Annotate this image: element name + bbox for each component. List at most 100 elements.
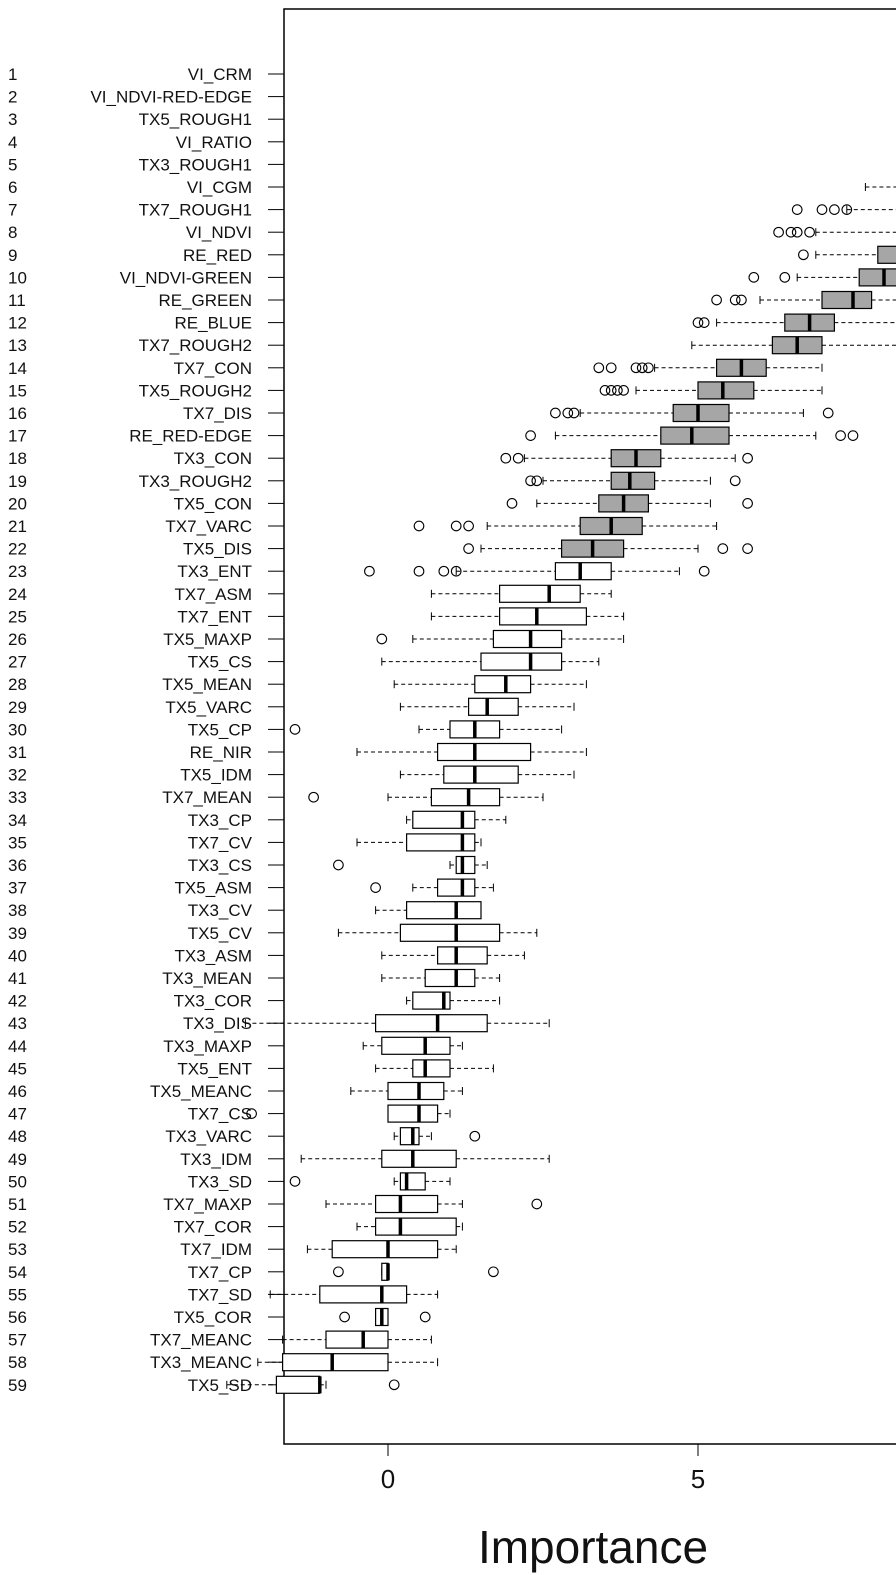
- iqr-box: [443, 765, 519, 784]
- row-index: 41: [8, 969, 27, 988]
- row-index: 33: [8, 788, 27, 807]
- row-label: TX3_MEAN: [162, 969, 252, 988]
- iqr-box: [455, 855, 476, 875]
- row-index: 36: [8, 856, 27, 875]
- row-index: 58: [8, 1353, 27, 1372]
- row-label: TX5_MEAN: [162, 675, 252, 694]
- row-label: TX3_CON: [174, 449, 252, 468]
- outlier-point: [525, 430, 536, 441]
- row-index: 4: [8, 133, 17, 152]
- row-index: 10: [8, 268, 27, 287]
- outlier-point: [413, 520, 425, 532]
- variable-row: 5 TX3_ROUGH1: [8, 155, 284, 174]
- row-index: 5: [8, 155, 17, 174]
- outlier-point: [791, 226, 803, 238]
- row-label: VI_RATIO: [176, 133, 252, 152]
- outlier-point: [506, 498, 518, 509]
- variable-row: 13 TX7_ROUGH2: [8, 336, 896, 355]
- variable-row: 35 TX7_CV: [8, 833, 482, 852]
- x-axis-label: Importance: [478, 1521, 708, 1573]
- variable-row: 25 TX7_ENT: [8, 607, 625, 626]
- variable-row: 40 TX3_ASM: [8, 946, 525, 965]
- iqr-box: [821, 290, 873, 310]
- outlier-point: [748, 272, 760, 283]
- outlier-point: [822, 407, 834, 419]
- outlier-point: [618, 385, 629, 396]
- row-index: 1: [8, 65, 17, 84]
- outlier-point: [438, 565, 450, 577]
- iqr-box: [424, 968, 476, 988]
- row-index: 42: [8, 992, 27, 1011]
- variable-row: 39 TX5_CV: [8, 923, 538, 943]
- outlier-point: [370, 882, 381, 893]
- outlier-point: [643, 362, 654, 374]
- outlier-point: [785, 226, 797, 238]
- variable-row: 26 TX5_MAXP: [8, 629, 625, 649]
- outlier-point: [413, 565, 425, 577]
- iqr-box: [406, 901, 482, 920]
- variable-row: 4 VI_RATIO: [8, 133, 284, 152]
- row-label: TX7_COR: [174, 1218, 252, 1237]
- outlier-point: [308, 791, 319, 803]
- variable-row: 32 TX5_IDM: [8, 765, 575, 785]
- iqr-box: [275, 1375, 321, 1394]
- outlier-point: [376, 633, 388, 645]
- row-index: 30: [8, 720, 27, 739]
- variable-row: 27 TX5_CS: [8, 652, 600, 672]
- variable-row: 37 TX5_ASM: [8, 878, 494, 898]
- iqr-box: [437, 742, 532, 762]
- variable-row: 22 TX5_DIS: [8, 539, 753, 559]
- row-index: 43: [8, 1014, 27, 1033]
- row-index: 8: [8, 223, 17, 242]
- outlier-point: [835, 430, 846, 441]
- outlier-point: [339, 1311, 350, 1323]
- outlier-point: [599, 385, 611, 396]
- row-label: TX7_ASM: [175, 585, 252, 604]
- outlier-point: [847, 430, 859, 441]
- variable-row: 9 RE_RED: [8, 245, 896, 265]
- outlier-point: [531, 1198, 543, 1210]
- row-index: 15: [8, 381, 27, 400]
- row-label: TX7_CS: [188, 1105, 252, 1124]
- outlier-point: [463, 543, 474, 554]
- row-label: TX3_VARC: [165, 1127, 252, 1146]
- variable-row: 45 TX5_ENT: [8, 1059, 494, 1078]
- variable-row: 15 TX5_ROUGH2: [8, 381, 823, 400]
- iqr-box: [412, 991, 451, 1010]
- outlier-point: [469, 1130, 481, 1142]
- row-label: VI_NDVI: [186, 223, 252, 242]
- row-label: TX3_CS: [188, 856, 252, 875]
- iqr-box: [399, 923, 501, 942]
- row-index: 35: [8, 833, 27, 852]
- iqr-box: [399, 1127, 420, 1146]
- outlier-point: [333, 1266, 344, 1278]
- variable-row: 11 RE_GREEN: [8, 290, 896, 310]
- outlier-point: [742, 498, 753, 509]
- variable-rows: 1 VI_CRM 2 VI_NDVI-RED-EDGE 3 TX5_ROUGH1 4 VI_R…: [8, 65, 896, 1395]
- row-index: 9: [8, 246, 17, 265]
- outlier-point: [798, 249, 809, 261]
- row-label: RE_GREEN: [158, 291, 252, 310]
- variable-row: 49 TX3_IDM: [8, 1149, 550, 1169]
- iqr-box: [381, 1149, 457, 1168]
- row-index: 11: [8, 291, 26, 310]
- row-index: 44: [8, 1037, 27, 1056]
- variable-row: 20 TX5_CON: [8, 494, 753, 513]
- row-label: TX3_CV: [188, 901, 253, 920]
- iqr-box: [319, 1285, 408, 1304]
- variable-row: 33 TX7_MEAN: [8, 788, 544, 807]
- variable-row: 42 TX3_COR: [8, 991, 501, 1011]
- row-label: RE_NIR: [190, 743, 252, 762]
- variable-row: 46 TX5_MEANC: [8, 1081, 463, 1101]
- outlier-point: [698, 565, 710, 577]
- row-label: TX7_IDM: [180, 1240, 252, 1259]
- row-label: TX5_CP: [188, 720, 252, 739]
- outlier-point: [636, 362, 648, 374]
- iqr-box: [406, 833, 476, 852]
- variable-row: 29 TX5_VARC: [8, 697, 575, 717]
- row-label: TX5_IDM: [180, 766, 252, 785]
- variable-row: 16 TX7_DIS: [8, 403, 834, 423]
- variable-row: 43 TX3_DIS: [8, 1014, 550, 1033]
- row-label: RE_BLUE: [175, 314, 252, 333]
- variable-row: 55 TX7_SD: [8, 1285, 439, 1304]
